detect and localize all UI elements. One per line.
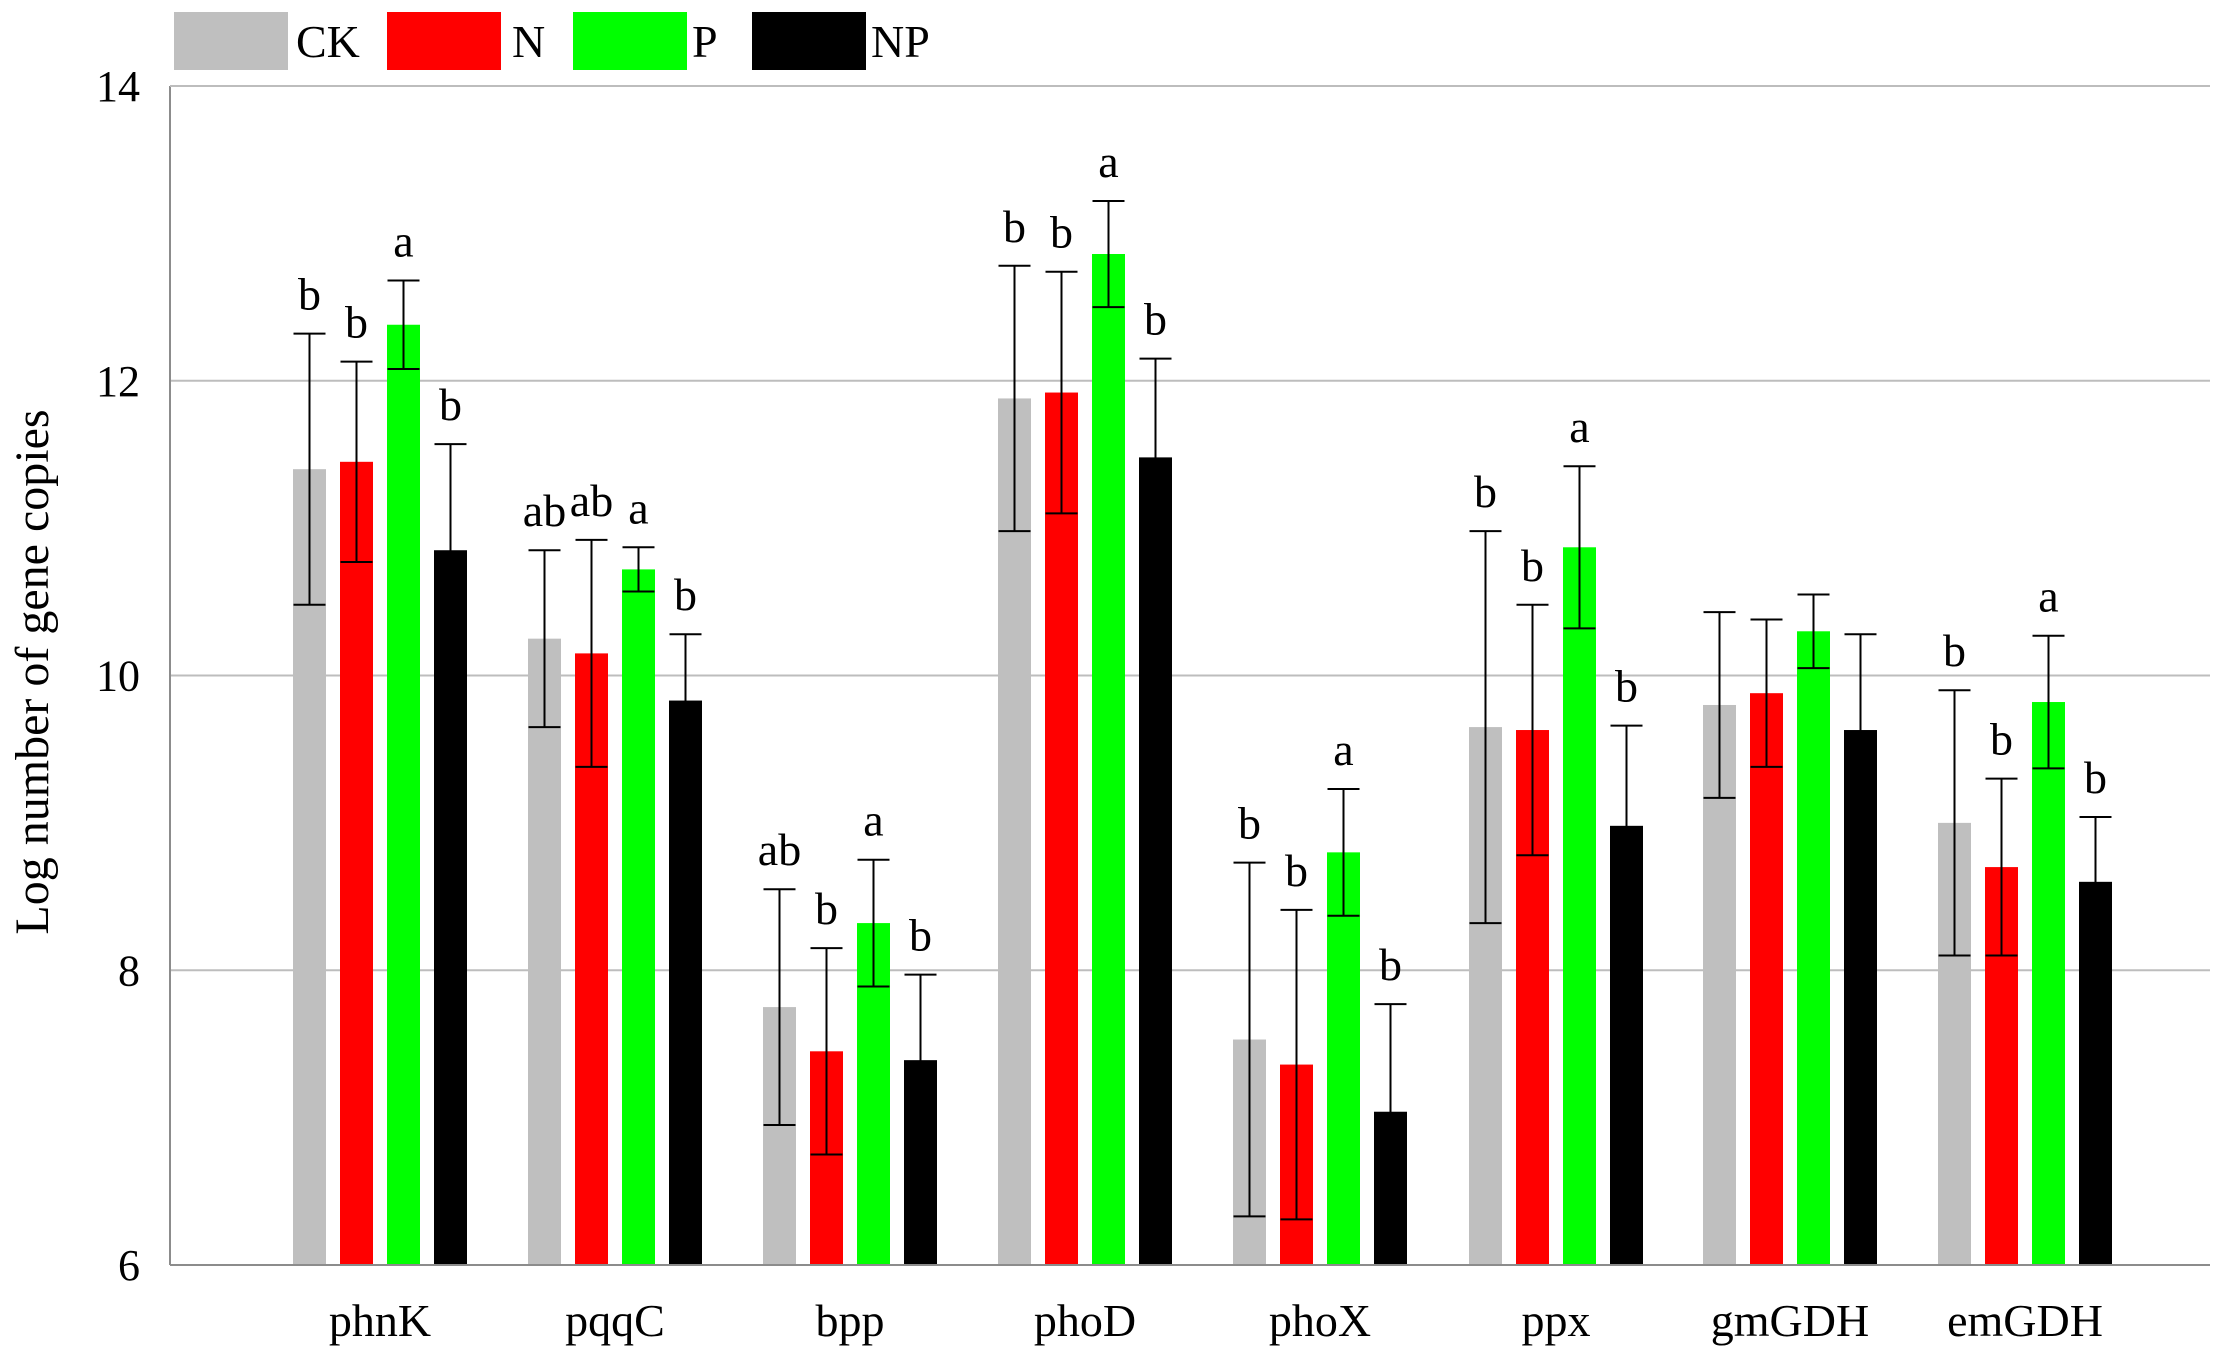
- legend-label-NP: NP: [871, 16, 930, 67]
- legend: CK N P NP: [174, 12, 930, 70]
- legend-swatch-N: [387, 12, 501, 70]
- gridlines: [170, 85, 2210, 972]
- y-tick-label: 14: [96, 62, 140, 111]
- bars: [293, 254, 2112, 1265]
- significance-letter: b: [909, 910, 932, 961]
- significance-letter: a: [1333, 724, 1353, 775]
- bar-NP-pqqC: [669, 700, 702, 1265]
- legend-swatch-CK: [174, 12, 288, 70]
- significance-letter: a: [1569, 401, 1589, 452]
- axes: [169, 85, 2210, 1266]
- bar-P-phnK: [387, 324, 420, 1265]
- significance-letter: ab: [758, 824, 801, 875]
- significance-letter: b: [815, 883, 838, 934]
- significance-letter: b: [1615, 661, 1638, 712]
- bar-N-phnK: [340, 461, 373, 1265]
- x-tick-label: phoX: [1269, 1295, 1371, 1346]
- bar-CK-phoD: [998, 398, 1031, 1265]
- significance-letter: b: [1521, 540, 1544, 591]
- significance-letter: b: [1003, 201, 1026, 252]
- legend-label-N: N: [512, 16, 545, 67]
- significance-letter: b: [345, 297, 368, 348]
- significance-letter: a: [628, 482, 648, 533]
- significance-letter: b: [1238, 798, 1261, 849]
- bar-CK-pqqC: [528, 638, 561, 1265]
- legend-swatch-NP: [752, 12, 866, 70]
- y-tick-label: 12: [96, 357, 140, 406]
- significance-letter: a: [2038, 571, 2058, 622]
- x-tick-label: ppx: [1522, 1295, 1591, 1346]
- bar-N-gmGDH: [1750, 693, 1783, 1265]
- y-tick-label: 10: [96, 652, 140, 701]
- significance-letter: ab: [523, 485, 566, 536]
- error-bars: [293, 199, 2112, 1221]
- significance-letter: b: [2084, 752, 2107, 803]
- bar-P-phoX: [1327, 852, 1360, 1265]
- x-tick-label: pqqC: [565, 1295, 665, 1346]
- x-tick-label: emGDH: [1947, 1295, 2103, 1346]
- significance-letter: b: [1990, 714, 2013, 765]
- y-axis-ticks: 6 8 10 12 14: [96, 62, 140, 1290]
- bar-NP-phoD: [1139, 457, 1172, 1265]
- y-axis-title: Log number of gene copies: [6, 409, 59, 934]
- significance-letter: b: [674, 569, 697, 620]
- legend-label-P: P: [692, 16, 718, 67]
- legend-label-CK: CK: [296, 16, 360, 67]
- significance-letter: b: [1050, 207, 1073, 258]
- bar-P-ppx: [1563, 547, 1596, 1265]
- significance-letter: b: [298, 269, 321, 320]
- y-tick-label: 8: [118, 946, 140, 995]
- significance-letter: a: [393, 216, 413, 267]
- y-tick-label: 6: [118, 1241, 140, 1290]
- significance-letter: b: [1379, 939, 1402, 990]
- significance-letter: b: [1285, 845, 1308, 896]
- significance-letter: ab: [570, 475, 613, 526]
- significance-letter: b: [439, 379, 462, 430]
- x-axis-labels: phnK pqqC bpp phoD phoX ppx gmGDH emGDH: [329, 1295, 2103, 1346]
- bar-N-phoD: [1045, 392, 1078, 1265]
- x-tick-label: phnK: [329, 1295, 431, 1346]
- x-tick-label: phoD: [1034, 1295, 1136, 1346]
- bar-P-emGDH: [2032, 702, 2065, 1265]
- x-tick-label: bpp: [816, 1295, 885, 1346]
- significance-letter: a: [863, 795, 883, 846]
- x-tick-label: gmGDH: [1711, 1295, 1869, 1346]
- significance-letter: b: [1144, 294, 1167, 345]
- significance-letter: b: [1943, 625, 1966, 676]
- bar-P-phoD: [1092, 254, 1125, 1265]
- significance-letter: b: [1474, 466, 1497, 517]
- significance-letter: a: [1098, 136, 1118, 187]
- bar-NP-phnK: [434, 550, 467, 1265]
- legend-swatch-P: [573, 12, 687, 70]
- bar-P-pqqC: [622, 569, 655, 1265]
- bar-P-gmGDH: [1797, 631, 1830, 1265]
